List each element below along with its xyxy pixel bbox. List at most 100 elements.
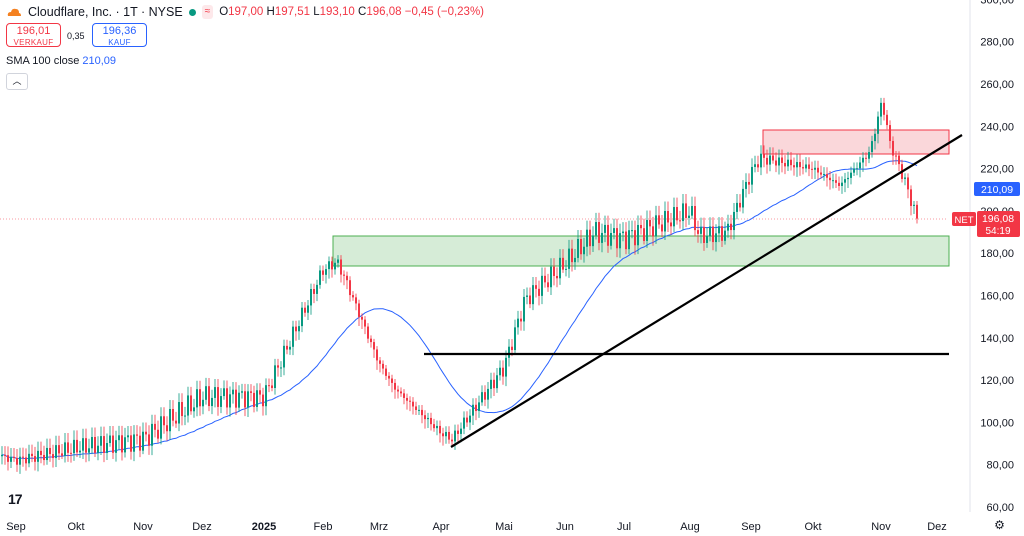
candle-body [907, 177, 909, 190]
candle-body [487, 388, 489, 400]
candle-body [808, 164, 810, 169]
candle-body [655, 215, 657, 237]
candle-body [97, 445, 99, 453]
candle-body [175, 420, 177, 424]
candle-body [124, 437, 126, 453]
candle-body [841, 182, 843, 186]
candle-body [667, 211, 669, 223]
candle-body [10, 456, 12, 462]
price-axis[interactable]: 300,00280,00260,00240,00220,00200,00180,… [980, 0, 1014, 514]
candle-body [253, 392, 255, 407]
candle-body [703, 226, 705, 243]
candle-body [214, 387, 216, 398]
candle-body [151, 423, 153, 446]
candle-body [52, 454, 54, 459]
candle-body [157, 429, 159, 439]
candle-body [673, 207, 675, 227]
candle-body [82, 438, 84, 451]
candle-body [796, 162, 798, 168]
ticker-label: NET [955, 215, 974, 226]
candle-body [406, 397, 408, 401]
candle-body [358, 303, 360, 317]
candle-body [490, 379, 492, 389]
candle-body [538, 288, 540, 296]
candle-body [67, 442, 69, 453]
candle-body [745, 181, 747, 189]
candle-body [511, 346, 513, 351]
candle-body [193, 407, 195, 412]
candle-body [427, 417, 429, 420]
candle-body [100, 436, 102, 446]
candle-body [361, 316, 363, 320]
price-tick-label: 260,00 [980, 79, 1014, 91]
time-tick-label: Jun [556, 521, 574, 533]
candle-body [334, 262, 336, 270]
candle-body [748, 181, 750, 185]
candle-body [145, 431, 147, 435]
candle-body [664, 211, 666, 232]
support-zone[interactable] [332, 235, 950, 267]
candle-body [670, 222, 672, 227]
wave-icon[interactable]: ≈ [201, 5, 214, 19]
candle-body [421, 409, 423, 416]
sma-badge: 210,09 [974, 182, 1020, 196]
candle-body [613, 228, 615, 233]
candle-body [103, 436, 105, 453]
candle-body [415, 406, 417, 410]
candle-body [889, 125, 891, 141]
candle-body [496, 375, 498, 389]
trendline[interactable] [450, 134, 963, 448]
sell-button[interactable]: 196,01 VERKAUF [6, 23, 61, 47]
candle-body [547, 282, 549, 288]
price-tick-label: 100,00 [980, 417, 1014, 429]
candle-body [298, 326, 300, 332]
candle-body [43, 454, 45, 461]
symbol-header[interactable]: Cloudflare, Inc. · 1T · NYSE ≈ O197,00 H… [6, 3, 484, 21]
candle-body [544, 275, 546, 283]
candle-body [202, 399, 204, 407]
candle-body [799, 162, 801, 168]
candle-body [484, 392, 486, 400]
candle-body [394, 382, 396, 390]
candle-body [220, 396, 222, 407]
candle-body [628, 230, 630, 250]
candle-body [733, 211, 735, 231]
chevron-up-icon[interactable]: ︿ [6, 73, 28, 90]
candle-body [181, 402, 183, 417]
candle-body [856, 168, 858, 170]
candle-body [58, 445, 60, 454]
candle-body [766, 157, 768, 165]
candle-body [757, 164, 759, 168]
candle-body [262, 394, 264, 407]
resistance-zone[interactable] [762, 129, 950, 155]
candle-body [391, 378, 393, 383]
candle-body [199, 389, 201, 407]
candle-body [226, 388, 228, 408]
candle-body [172, 408, 174, 421]
time-tick-label: Feb [314, 521, 333, 533]
price-tick-label: 220,00 [980, 164, 1014, 176]
price-tick-label: 60,00 [986, 502, 1014, 514]
candle-body [31, 453, 33, 457]
candle-body [826, 174, 828, 178]
tradingview-logo[interactable]: 17 [8, 491, 23, 507]
indicator-name: SMA 100 close [6, 55, 80, 67]
market-status-dot [188, 8, 196, 16]
candle-body [400, 391, 402, 394]
candle-body [250, 391, 252, 393]
candle-body [343, 274, 345, 276]
buy-button[interactable]: 196,36 KAUF [92, 23, 147, 47]
candle-body [619, 233, 621, 249]
time-tick-label: Aug [680, 521, 700, 533]
time-tick-label: Dez [927, 521, 947, 533]
candle-body [895, 155, 897, 157]
indicator-legend[interactable]: SMA 100 close 210,09 [6, 55, 116, 67]
candle-body [742, 188, 744, 208]
candle-body [793, 165, 795, 168]
candle-body [898, 155, 900, 165]
candle-body [178, 402, 180, 424]
time-axis[interactable]: Sep Okt Nov Dez 2025 Feb Mrz Apr Mai Jun Jul Aug Sep… [6, 521, 947, 533]
gear-icon[interactable]: ⚙ [994, 518, 1005, 532]
symbol-title[interactable]: Cloudflare, Inc. · 1T · NYSE [28, 5, 183, 19]
